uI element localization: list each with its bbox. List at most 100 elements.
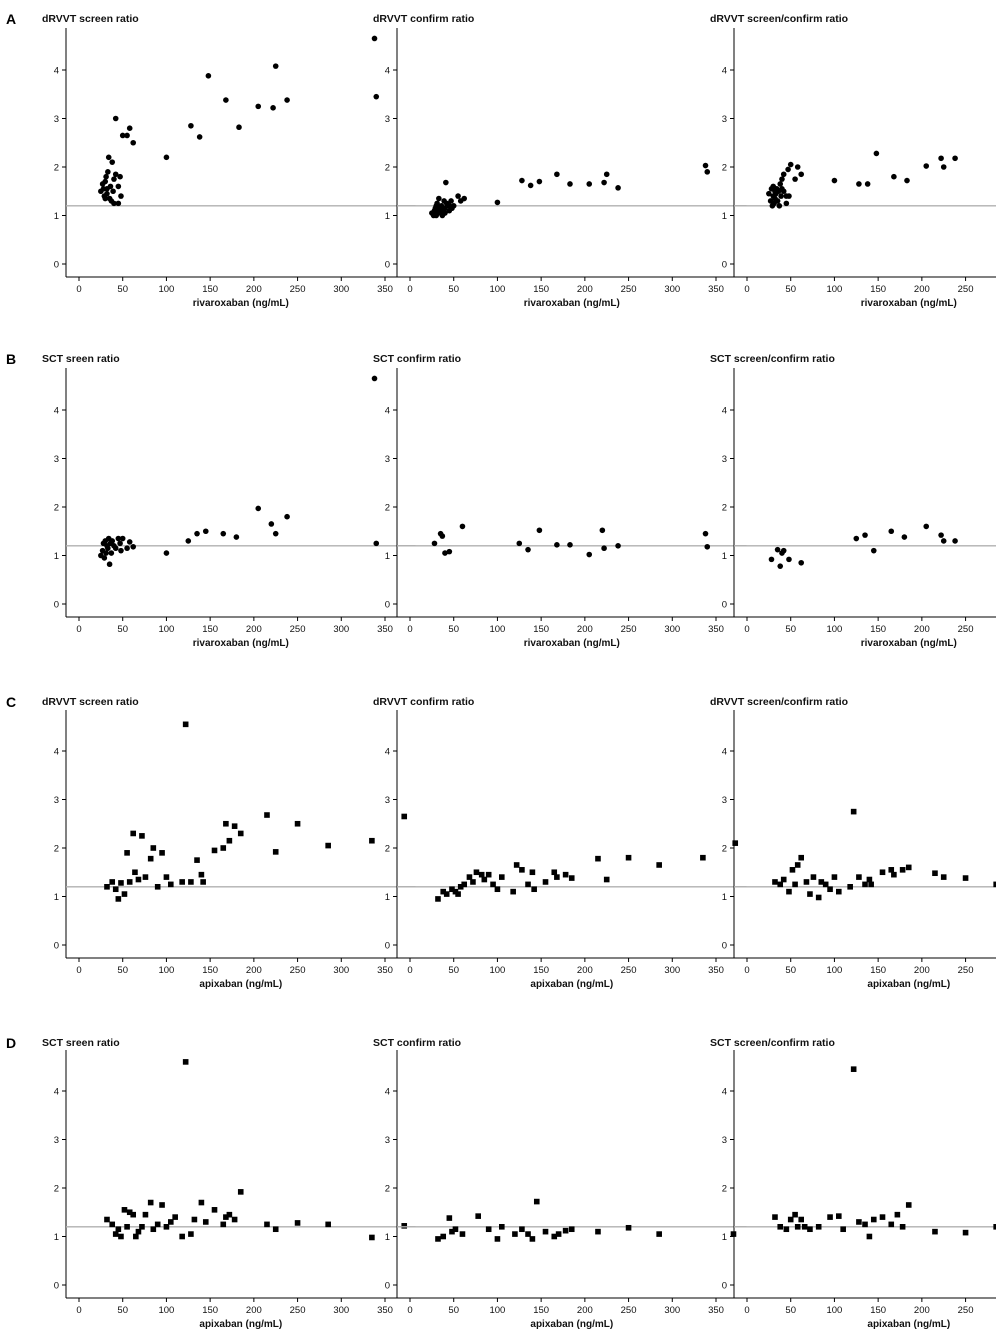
data-point [525, 1231, 531, 1237]
data-point [862, 881, 868, 888]
data-point [126, 879, 133, 885]
row-label-d: D [6, 1035, 16, 1051]
data-point [888, 1221, 895, 1228]
data-point [264, 1221, 270, 1228]
data-point [798, 171, 805, 178]
data-point [373, 93, 380, 100]
data-point [436, 195, 442, 202]
x-tick-label: 250 [621, 284, 637, 295]
data-point [862, 532, 868, 538]
data-point [168, 881, 174, 888]
x-tick-label: 0 [76, 965, 81, 976]
data-point [150, 1226, 157, 1233]
data-point [142, 874, 149, 880]
y-tick-label: 0 [54, 1281, 59, 1292]
data-point [551, 869, 558, 876]
data-point [272, 63, 279, 69]
x-axis-label: apixaban (ng/mL) [199, 1319, 282, 1330]
data-point [787, 161, 794, 168]
data-point [442, 550, 448, 556]
data-point [932, 1228, 938, 1235]
data-point [112, 1231, 119, 1237]
data-point [188, 122, 194, 129]
data-point [185, 538, 192, 544]
data-point [109, 879, 116, 885]
x-tick-label: 100 [158, 284, 174, 295]
data-point [891, 871, 897, 878]
data-point [827, 886, 833, 893]
data-point [202, 1219, 209, 1225]
data-point [704, 543, 711, 550]
data-point [595, 1228, 601, 1235]
data-point [119, 132, 126, 139]
x-tick-label: 200 [914, 965, 930, 976]
data-point [798, 854, 805, 861]
data-point [603, 876, 610, 883]
x-axis-label: rivaroxaban (ng/mL) [193, 638, 289, 649]
y-tick-label: 1 [722, 211, 727, 222]
data-point [494, 199, 501, 206]
data-point [870, 1216, 877, 1223]
x-tick-label: 0 [76, 624, 81, 635]
x-tick-label: 150 [870, 284, 886, 295]
data-point [700, 854, 706, 861]
data-point [786, 193, 792, 199]
data-point [223, 820, 229, 827]
panel-d-3: SCT screen/confirm ratio 0 1 2 3 4 0 50 100 150 20… [710, 1037, 996, 1330]
x-tick-label: 100 [489, 965, 505, 976]
data-point [888, 528, 895, 535]
data-point [439, 533, 446, 539]
data-point [894, 1211, 901, 1218]
data-point [625, 1224, 632, 1231]
y-tick-label: 2 [722, 844, 727, 855]
data-point [264, 812, 270, 818]
data-point [182, 1059, 189, 1065]
data-point [255, 505, 262, 512]
y-tick-label: 0 [722, 260, 727, 271]
x-tick-label: 100 [826, 965, 842, 976]
data-point [115, 535, 122, 542]
data-point [568, 875, 575, 881]
x-tick-label: 100 [826, 1305, 842, 1316]
data-point [519, 867, 525, 873]
data-point [785, 166, 791, 173]
y-tick-label: 1 [54, 892, 59, 903]
y-tick-label: 2 [385, 1184, 390, 1195]
data-point [132, 869, 138, 876]
data-point [188, 1231, 194, 1237]
data-point [853, 535, 860, 542]
x-tick-label: 150 [870, 1305, 886, 1316]
x-axis-label: rivaroxaban (ng/mL) [524, 298, 620, 309]
y-tick-label: 4 [385, 66, 390, 77]
data-point [104, 884, 110, 890]
data-point [952, 538, 958, 544]
panel-a-3: dRVVT screen/confirm ratio 0 1 2 3 4 0 50 100 150… [710, 13, 996, 309]
x-tick-label: 100 [826, 284, 842, 295]
data-point [325, 1221, 331, 1228]
data-point [568, 1226, 575, 1233]
x-tick-label: 250 [958, 284, 974, 295]
x-tick-label: 300 [664, 624, 680, 635]
data-point [108, 550, 115, 556]
y-tick-label: 0 [385, 600, 390, 611]
data-point [787, 1216, 794, 1223]
data-point [847, 884, 853, 890]
data-point [154, 884, 161, 890]
data-point [118, 1233, 124, 1240]
x-tick-label: 250 [290, 1305, 306, 1316]
data-point [434, 200, 440, 207]
x-tick-label: 350 [708, 284, 724, 295]
y-tick-label: 3 [722, 114, 727, 125]
x-tick-label: 350 [708, 965, 724, 976]
y-tick-label: 3 [54, 795, 59, 806]
y-tick-label: 0 [54, 600, 59, 611]
row-label-c: C [6, 694, 16, 710]
data-point [142, 1211, 149, 1218]
x-axis-label: apixaban (ng/mL) [199, 979, 282, 990]
data-point [139, 1224, 145, 1230]
y-tick-label: 2 [385, 163, 390, 174]
data-point [220, 530, 227, 537]
data-point [567, 181, 573, 187]
